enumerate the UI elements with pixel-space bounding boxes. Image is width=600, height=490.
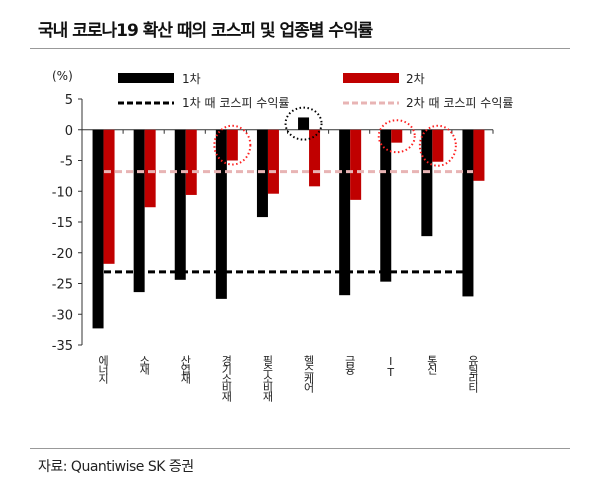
bar-second-4 — [267, 129, 279, 194]
x-tick-label: 금융 — [343, 355, 357, 373]
bar-first-1 — [133, 129, 145, 293]
highlight-circle — [284, 106, 323, 141]
x-tick-label: 에너지 — [96, 355, 110, 382]
x-tick-label: 유틸리티 — [466, 355, 480, 391]
y-tick-label: 0 — [65, 124, 73, 139]
bar-first-5 — [298, 117, 310, 130]
y-axis-unit: (%) — [52, 69, 73, 83]
legend-swatch-first — [118, 73, 174, 83]
highlight-circle — [213, 124, 252, 166]
bar-second-2 — [185, 129, 197, 195]
bar-second-3 — [226, 129, 238, 161]
bar-second-0 — [103, 129, 115, 264]
bar-first-0 — [92, 129, 104, 329]
bar-first-4 — [256, 129, 268, 218]
legend-swatch-second — [343, 73, 399, 83]
x-tick-label: 필수소비재 — [260, 355, 274, 400]
bar-second-1 — [144, 129, 156, 208]
legend-label-kospi-second: 2차 때 코스피 수익률 — [406, 96, 513, 110]
x-tick-label: 통신 — [425, 355, 439, 373]
divider — [30, 448, 570, 449]
legend-label-first: 1차 — [182, 72, 201, 86]
bar-second-6 — [350, 129, 362, 200]
y-tick-label: -30 — [52, 308, 73, 323]
bar-second-5 — [309, 129, 321, 187]
divider — [30, 48, 570, 49]
bar-first-6 — [339, 129, 351, 296]
highlight-circle — [418, 124, 457, 167]
legend-label-kospi-first: 1차 때 코스피 수익률 — [182, 96, 289, 110]
x-tick-label: 산업재 — [178, 355, 192, 382]
x-tick-label: 헬스케어 — [302, 355, 316, 391]
y-tick-label: -35 — [52, 339, 73, 354]
y-tick-label: -15 — [52, 216, 73, 231]
bar-first-2 — [174, 129, 186, 280]
legend-label-second: 2차 — [406, 72, 425, 86]
y-tick-label: -25 — [52, 278, 73, 293]
bar-first-3 — [215, 129, 227, 299]
y-tick-label: 5 — [65, 93, 73, 108]
bar-first-7 — [380, 129, 392, 282]
x-tick-label: 경기소비재 — [219, 355, 233, 400]
x-tick-label: IT — [384, 355, 398, 377]
bar-second-8 — [432, 129, 444, 162]
bar-second-7 — [391, 129, 403, 143]
y-tick-label: -5 — [60, 155, 73, 170]
highlight-circle — [377, 119, 416, 154]
y-tick-label: -20 — [52, 247, 73, 262]
bar-second-9 — [473, 129, 485, 181]
x-tick-label: 소재 — [137, 355, 151, 373]
source-note: 자료: Quantiwise SK 증권 — [38, 459, 194, 475]
chart-title: 국내 코로나19 확산 때의 코스피 및 업종별 수익률 — [38, 21, 373, 41]
bar-first-9 — [462, 129, 474, 297]
y-tick-label: -10 — [52, 185, 73, 200]
bar-first-8 — [421, 129, 433, 237]
